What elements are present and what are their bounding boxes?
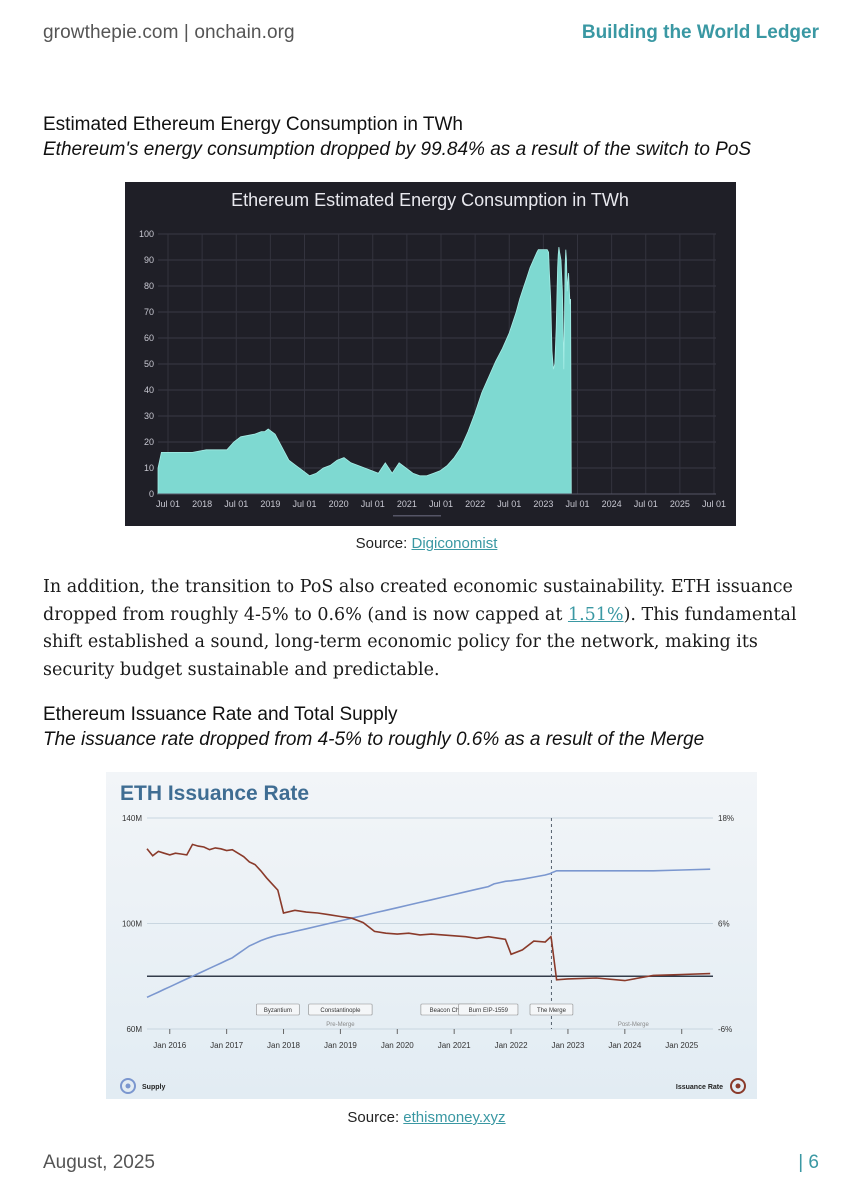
range-slider-hint xyxy=(393,515,441,517)
x-tick-label: Jan 2016 xyxy=(153,1041,186,1050)
post-merge-label: Post-Merge xyxy=(618,1022,650,1028)
x-tick-label: Jul 01 xyxy=(497,499,521,509)
page-number: | 6 xyxy=(798,1152,819,1173)
x-tick-label: Jan 2017 xyxy=(210,1041,243,1050)
energy-section-subtitle: Ethereum's energy consumption dropped by… xyxy=(43,139,752,160)
x-tick-label: 2023 xyxy=(533,499,553,509)
x-tick-label: Jan 2018 xyxy=(267,1041,300,1050)
x-tick-label: Jul 01 xyxy=(224,499,248,509)
x-tick-label: Jan 2023 xyxy=(551,1041,584,1050)
sustainability-paragraph: In addition, the transition to PoS also … xyxy=(43,574,818,684)
event-annotation-box xyxy=(529,1003,574,1016)
header-report-title: Building the World Ledger xyxy=(581,22,819,43)
x-tick-label: Jan 2020 xyxy=(381,1041,414,1050)
x-tick-label: Jul 01 xyxy=(565,499,589,509)
event-annotation-label: Burn EIP-1559 xyxy=(469,1008,509,1014)
paragraph-text-2: ). This fundamental shift established a … xyxy=(43,604,797,680)
issuance-chart-svg: ETH Issuance Rate 140M 100M 60M 18% 6% -6% Jan … xyxy=(120,782,746,1094)
y-right-tick-label: 18% xyxy=(718,814,734,823)
paragraph-text-1: In addition, the transition to PoS also … xyxy=(43,577,793,625)
issuance-rate-line xyxy=(146,843,711,982)
y-tick-label: 70 xyxy=(144,307,154,317)
y-left-tick-label: 140M xyxy=(122,814,142,823)
x-tick-label: Jan 2019 xyxy=(324,1041,357,1050)
y-right-tick-label: 6% xyxy=(718,920,730,929)
energy-consumption-chart: Ethereum Estimated Energy Consumption in… xyxy=(125,182,736,526)
digiconomist-link[interactable]: Digiconomist xyxy=(411,535,498,552)
event-annotation-label: Constantinople xyxy=(320,1008,361,1014)
supply-legend-icon xyxy=(120,1078,136,1094)
energy-source-prefix: Source: xyxy=(355,535,412,552)
x-tick-label: 2021 xyxy=(397,499,417,509)
event-annotation-label: Beacon Chain xyxy=(430,1008,468,1014)
y-tick-label: 20 xyxy=(144,437,154,447)
issuance-legend-icon-dot xyxy=(735,1083,741,1089)
x-tick-label: Jan 2022 xyxy=(495,1041,528,1050)
supply-legend-icon-dot xyxy=(125,1083,131,1089)
footer-date: August, 2025 xyxy=(43,1152,155,1173)
x-tick-label: Jul 01 xyxy=(702,499,726,509)
x-tick-label: Jul 01 xyxy=(292,499,316,509)
y-tick-label: 40 xyxy=(144,385,154,395)
x-tick-label: 2025 xyxy=(670,499,690,509)
x-tick-label: Jul 01 xyxy=(361,499,385,509)
x-tick-label: 2020 xyxy=(329,499,349,509)
y-left-tick-label: 100M xyxy=(122,920,142,929)
ethismoney-link[interactable]: ethismoney.xyz xyxy=(403,1109,506,1126)
energy-source-line: Source: Digiconomist xyxy=(0,535,853,552)
y-tick-label: 50 xyxy=(144,359,154,369)
chart-title: Ethereum Estimated Energy Consumption in… xyxy=(231,190,629,210)
x-tick-label: Jul 01 xyxy=(429,499,453,509)
y-left-tick-label: 60M xyxy=(126,1025,142,1034)
y-tick-label: 90 xyxy=(144,255,154,265)
pre-merge-label: Pre-Merge xyxy=(326,1022,355,1028)
supply-legend-label: Supply xyxy=(142,1084,165,1091)
energy-section-title: Estimated Ethereum Energy Consumption in… xyxy=(43,114,463,135)
event-annotation-box xyxy=(308,1003,373,1016)
event-annotation-label: Byzantium xyxy=(264,1008,292,1014)
y-right-tick-label: -6% xyxy=(718,1025,732,1034)
y-tick-label: 0 xyxy=(149,489,154,499)
issuance-legend-icon xyxy=(730,1078,746,1094)
issuance-source-prefix: Source: xyxy=(347,1109,404,1126)
y-tick-label: 30 xyxy=(144,411,154,421)
issuance-rate-chart: ETH Issuance Rate 140M 100M 60M 18% 6% -6% Jan … xyxy=(106,772,757,1099)
x-tick-label: Jan 2025 xyxy=(665,1041,698,1050)
issuance-section-title: Ethereum Issuance Rate and Total Supply xyxy=(43,704,398,725)
y-tick-label: 10 xyxy=(144,463,154,473)
y-tick-label: 80 xyxy=(144,281,154,291)
x-tick-label: 2022 xyxy=(465,499,485,509)
issuance-section-subtitle: The issuance rate dropped from 4-5% to r… xyxy=(43,729,705,750)
energy-chart-svg: Ethereum Estimated Energy Consumption in… xyxy=(139,190,726,517)
x-tick-label: Jul 01 xyxy=(156,499,180,509)
event-annotation-box xyxy=(256,1003,300,1016)
x-tick-label: Jul 01 xyxy=(634,499,658,509)
event-annotation-box xyxy=(458,1003,519,1016)
y-tick-label: 100 xyxy=(139,229,154,239)
x-tick-label: Jan 2021 xyxy=(438,1041,471,1050)
event-annotation-label: The Merge xyxy=(537,1008,567,1014)
supply-line xyxy=(146,868,711,999)
energy-area-series xyxy=(157,246,572,495)
header-site-names: growthepie.com | onchain.org xyxy=(43,22,295,43)
x-tick-label: 2019 xyxy=(260,499,280,509)
issuance-legend-label: Issuance Rate xyxy=(676,1084,723,1091)
y-tick-label: 60 xyxy=(144,333,154,343)
x-tick-label: 2024 xyxy=(602,499,622,509)
x-tick-label: 2018 xyxy=(192,499,212,509)
issuance-source-line: Source: ethismoney.xyz xyxy=(0,1109,853,1126)
x-tick-label: Jan 2024 xyxy=(608,1041,641,1050)
chart-title: ETH Issuance Rate xyxy=(120,782,309,805)
issuance-cap-link[interactable]: 1.51% xyxy=(567,604,624,625)
